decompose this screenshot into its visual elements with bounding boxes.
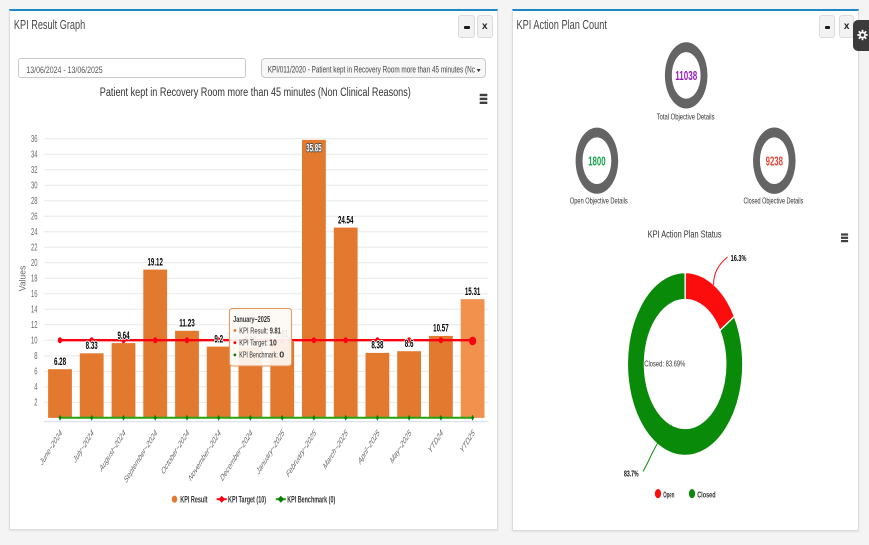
svg-text:28: 28 (31, 195, 38, 207)
svg-text:August~2024: August~2024 (98, 428, 128, 475)
svg-text:January~2025: January~2025 (254, 427, 286, 477)
svg-text:32: 32 (31, 164, 38, 176)
svg-text:8: 8 (34, 350, 37, 362)
svg-text:September~2024: September~2024 (122, 428, 158, 486)
svg-text:34: 34 (31, 148, 38, 160)
svg-text:9238: 9238 (766, 153, 783, 168)
svg-text:Open Objective Details: Open Objective Details (570, 195, 628, 205)
svg-text:16: 16 (31, 288, 38, 300)
svg-text:October~2024: October~2024 (160, 428, 191, 477)
svg-text:KPI Action Plan Status: KPI Action Plan Status (648, 230, 722, 241)
svg-text:8.6: 8.6 (405, 338, 414, 350)
svg-text:June~2024: June~2024 (38, 428, 64, 469)
svg-text:35.85: 35.85 (306, 143, 322, 155)
svg-text:14: 14 (31, 304, 38, 316)
svg-text:83.7%: 83.7% (624, 469, 639, 479)
svg-text:22: 22 (31, 242, 38, 254)
svg-text:KPI/011/2020 - Patient kept in: KPI/011/2020 - Patient kept in Recovery … (268, 65, 475, 76)
svg-text:July~2024: July~2024 (71, 428, 95, 466)
svg-text:19.12: 19.12 (147, 256, 163, 268)
svg-text:KPI Result: 9.81: KPI Result: 9.81 (239, 326, 281, 335)
svg-text:4: 4 (34, 381, 37, 393)
svg-text:Patient kept in Recovery Room: Patient kept in Recovery Room more than … (100, 87, 411, 99)
svg-text:KPI Result Graph: KPI Result Graph (14, 18, 85, 32)
svg-text:24.54: 24.54 (338, 214, 354, 226)
svg-text:9.64: 9.64 (117, 330, 129, 342)
svg-text:Closed Objective Details: Closed Objective Details (743, 195, 803, 205)
svg-text:Values: Values (18, 266, 29, 292)
svg-text:YTD24: YTD24 (427, 428, 445, 456)
svg-text:12: 12 (31, 319, 38, 331)
svg-text:8.38: 8.38 (371, 340, 383, 352)
svg-text:KPI Action Plan Count: KPI Action Plan Count (517, 18, 608, 32)
svg-text:March~2025: March~2025 (322, 427, 350, 472)
svg-text:13/06/2024 - 13/06/2025: 13/06/2024 - 13/06/2025 (26, 65, 102, 76)
svg-text:April~2025: April~2025 (356, 427, 381, 467)
svg-text:6.28: 6.28 (54, 356, 66, 368)
svg-text:11038: 11038 (675, 68, 697, 83)
svg-text:Closed: Closed (697, 489, 715, 499)
svg-text:9.2: 9.2 (214, 333, 223, 345)
svg-text:1800: 1800 (588, 153, 605, 168)
svg-text:KPI Benchmark (0): KPI Benchmark (0) (287, 494, 335, 504)
svg-text:KPI Benchmark: 0: KPI Benchmark: 0 (239, 351, 285, 360)
svg-text:May~2025: May~2025 (389, 427, 413, 466)
svg-text:November~2024: November~2024 (187, 428, 222, 484)
svg-text:Total Objective Details: Total Objective Details (657, 111, 715, 121)
svg-text:February~2025: February~2025 (285, 427, 318, 479)
svg-text:26: 26 (31, 211, 38, 223)
svg-text:KPI Target (10): KPI Target (10) (228, 494, 266, 504)
svg-text:20: 20 (31, 257, 38, 269)
svg-text:10: 10 (31, 335, 38, 347)
svg-text:16.3%: 16.3% (731, 253, 747, 263)
svg-text:KPI Result: KPI Result (180, 494, 207, 504)
svg-text:8.33: 8.33 (86, 340, 98, 352)
svg-text:36: 36 (31, 133, 38, 145)
svg-text:18: 18 (31, 273, 38, 285)
svg-text:24: 24 (31, 226, 38, 238)
svg-text:2: 2 (34, 397, 37, 409)
svg-text:YTD25: YTD25 (459, 427, 477, 455)
svg-text:Open: Open (663, 489, 674, 499)
svg-text:15.31: 15.31 (465, 286, 481, 298)
svg-text:10.57: 10.57 (433, 323, 449, 335)
svg-text:January–2025: January–2025 (233, 314, 270, 324)
svg-text:December~2024: December~2024 (219, 428, 254, 484)
svg-text:Closed: 83.69%: Closed: 83.69% (644, 359, 685, 369)
svg-text:30: 30 (31, 179, 38, 191)
svg-text:11.23: 11.23 (179, 318, 195, 330)
svg-text:6: 6 (34, 366, 37, 378)
svg-text:KPI Target: 10: KPI Target: 10 (239, 339, 277, 348)
